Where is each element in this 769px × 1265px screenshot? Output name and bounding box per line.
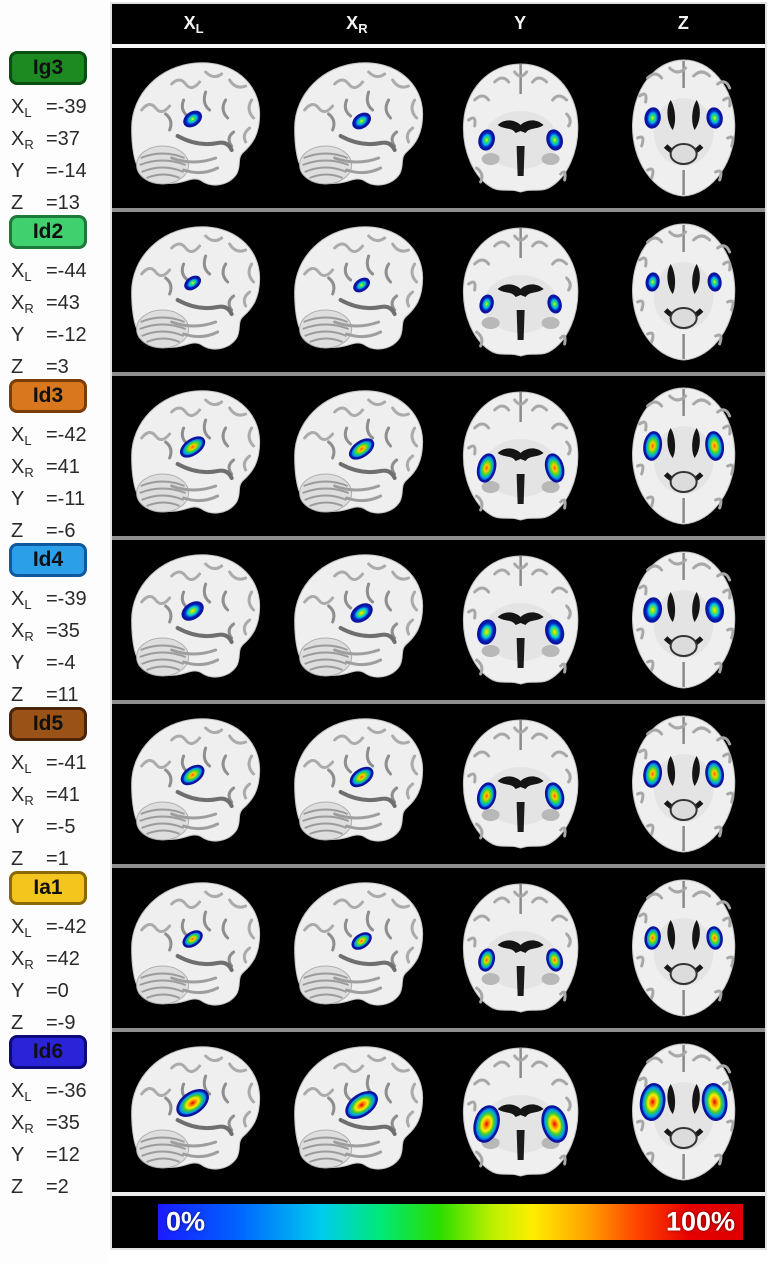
coordinate-line: XL =-41 — [11, 752, 87, 776]
brain-slice-axial — [602, 540, 765, 700]
brain-slice-sagittal-left — [112, 868, 275, 1028]
colorbar-max-label: 100% — [665, 1206, 735, 1237]
coordinate-line: XR =37 — [11, 128, 80, 152]
sidebar-header-spacer — [0, 0, 108, 46]
coordinate-line: Z =2 — [11, 1176, 69, 1198]
brain-slice-sagittal-right — [275, 212, 438, 372]
coordinate-line: XL =-42 — [11, 424, 87, 448]
brain-row-id5 — [112, 704, 765, 868]
brain-slice-coronal — [439, 376, 602, 536]
brain-row-id3 — [112, 376, 765, 540]
coordinate-line: XR =43 — [11, 292, 80, 316]
brain-slice-sagittal-left — [112, 376, 275, 536]
coordinate-line: XL =-39 — [11, 96, 87, 120]
brain-slice-sagittal-right — [275, 1032, 438, 1192]
coordinate-line: XL =-36 — [11, 1080, 87, 1104]
brain-slice-sagittal-right — [275, 868, 438, 1028]
coordinate-line: XL =-44 — [11, 260, 87, 284]
sidebar-entry-id4: Id4 XL =-39 XR =35 Y =-4 Z =11 — [0, 538, 108, 706]
sidebar-entry-ig3: Ig3 XL =-39 XR =37 Y =-14 Z =13 — [0, 46, 108, 214]
region-badge-id6: Id6 — [9, 1035, 87, 1069]
coordinate-line: Y =-5 — [11, 816, 76, 838]
region-badge-id3: Id3 — [9, 379, 87, 413]
brain-panel: XL XR Y Z 0% 100% — [110, 2, 767, 1250]
brain-slice-coronal — [439, 48, 602, 208]
coordinate-line: Y =-12 — [11, 324, 87, 346]
brain-slice-coronal — [439, 704, 602, 864]
brain-slice-sagittal-left — [112, 1032, 275, 1192]
brain-slice-sagittal-right — [275, 48, 438, 208]
brain-slice-axial — [602, 212, 765, 372]
coordinate-line: XL =-42 — [11, 916, 87, 940]
coordinate-line: Z =11 — [11, 684, 79, 706]
coordinate-line: XR =42 — [11, 948, 80, 972]
coordinate-line: Y =-4 — [11, 652, 76, 674]
sidebar-entry-id2: Id2 XL =-44 XR =43 Y =-12 Z =3 — [0, 210, 108, 378]
brain-slice-sagittal-left — [112, 212, 275, 372]
brain-row-ia1 — [112, 868, 765, 1032]
coordinate-line: Z =3 — [11, 356, 69, 378]
brain-slice-coronal — [439, 540, 602, 700]
column-header: XL — [183, 12, 204, 36]
column-headers: XL XR Y Z — [112, 4, 765, 48]
brain-slice-coronal — [439, 868, 602, 1028]
brain-slice-sagittal-right — [275, 704, 438, 864]
colorbar: 0% 100% — [112, 1192, 765, 1248]
brain-slice-coronal — [439, 1032, 602, 1192]
brain-slice-sagittal-left — [112, 704, 275, 864]
brain-slice-sagittal-right — [275, 540, 438, 700]
brain-slice-coronal — [439, 212, 602, 372]
coordinate-line: XR =35 — [11, 1112, 80, 1136]
brain-slice-axial — [602, 704, 765, 864]
brain-slice-axial — [602, 376, 765, 536]
brain-slice-sagittal-left — [112, 540, 275, 700]
brain-row-ig3 — [112, 48, 765, 212]
coordinate-line: XR =35 — [11, 620, 80, 644]
brain-slice-axial — [602, 48, 765, 208]
coordinate-line: Y =-14 — [11, 160, 87, 182]
coordinate-line: XR =41 — [11, 784, 80, 808]
brain-slice-axial — [602, 1032, 765, 1192]
coordinate-line: Y =0 — [11, 980, 69, 1002]
brain-slice-axial — [602, 868, 765, 1028]
region-badge-ia1: Ia1 — [9, 871, 87, 905]
region-badge-id5: Id5 — [9, 707, 87, 741]
sidebar-entry-id6: Id6 XL =-36 XR =35 Y =12 Z =2 — [0, 1030, 108, 1198]
coordinate-line: XR =41 — [11, 456, 80, 480]
brain-row-id6 — [112, 1032, 765, 1192]
sidebar-entry-id3: Id3 XL =-42 XR =41 Y =-11 Z =-6 — [0, 374, 108, 542]
coordinate-line: Z =1 — [11, 848, 69, 870]
coordinate-line: Z =13 — [11, 192, 80, 214]
sidebar: Ig3 XL =-39 XR =37 Y =-14 Z =13 Id2 XL =-44 XR =43 Y =-… — [0, 0, 108, 1265]
brain-row-id4 — [112, 540, 765, 704]
sidebar-entry-id5: Id5 XL =-41 XR =41 Y =-5 Z =1 — [0, 702, 108, 870]
column-header: Z — [677, 12, 689, 33]
coordinate-line: Y =-11 — [11, 488, 86, 510]
region-badge-id2: Id2 — [9, 215, 87, 249]
column-header: Y — [514, 12, 527, 33]
coordinate-line: Z =-6 — [11, 520, 76, 542]
sidebar-rows: Ig3 XL =-39 XR =37 Y =-14 Z =13 Id2 XL =-44 XR =43 Y =-… — [0, 46, 108, 1198]
coordinate-line: Z =-9 — [11, 1012, 76, 1034]
sidebar-entry-ia1: Ia1 XL =-42 XR =42 Y =0 Z =-9 — [0, 866, 108, 1034]
brain-slice-sagittal-right — [275, 376, 438, 536]
region-badge-ig3: Ig3 — [9, 51, 87, 85]
brain-slice-sagittal-left — [112, 48, 275, 208]
brain-rows — [112, 48, 765, 1192]
region-badge-id4: Id4 — [9, 543, 87, 577]
coordinate-line: Y =12 — [11, 1144, 80, 1166]
brain-row-id2 — [112, 212, 765, 376]
colorbar-gradient: 0% 100% — [158, 1204, 743, 1240]
colorbar-min-label: 0% — [166, 1206, 206, 1237]
column-header: XR — [346, 12, 368, 36]
coordinate-line: XL =-39 — [11, 588, 87, 612]
